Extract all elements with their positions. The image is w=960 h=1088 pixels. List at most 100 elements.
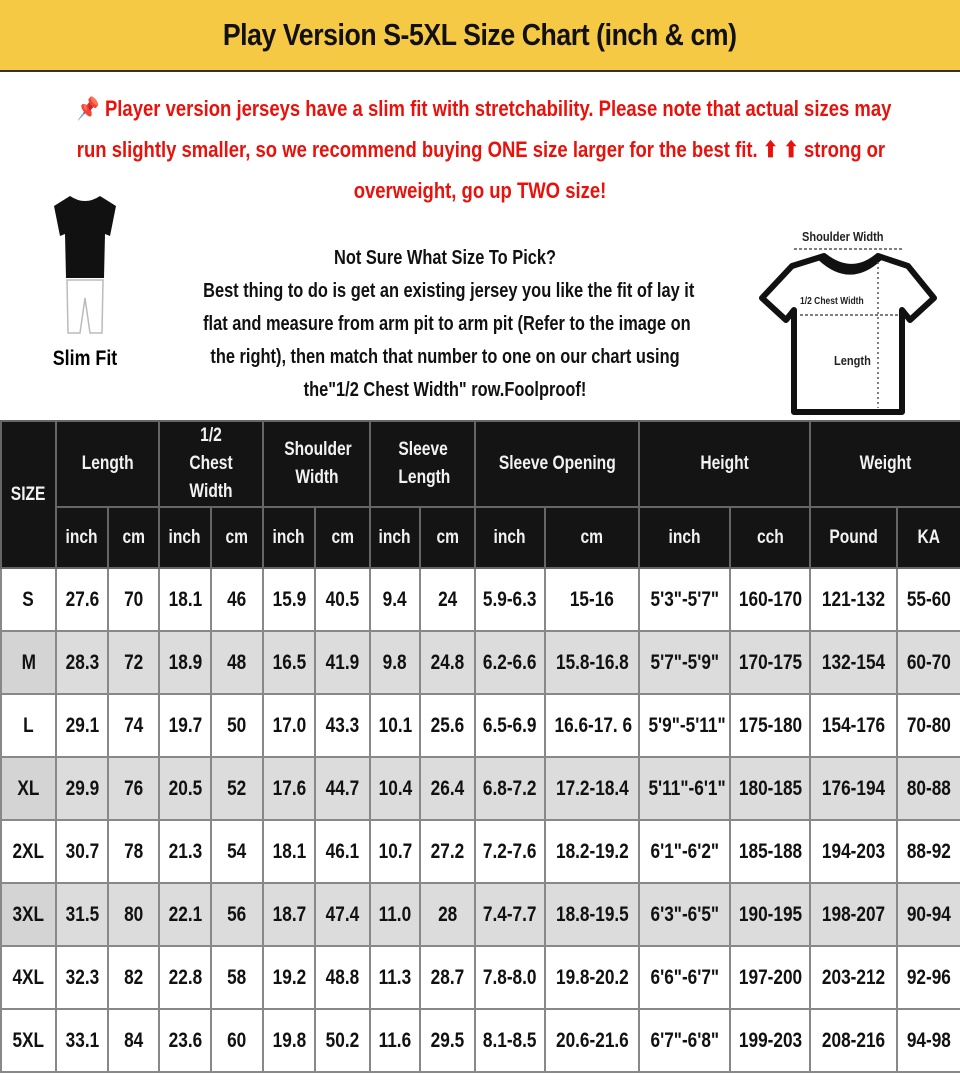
advice-line: Not Sure What Size To Pick? xyxy=(333,247,557,269)
value-cell: 94-98 xyxy=(896,1008,960,1073)
value-cell: 121-132 xyxy=(809,567,899,632)
unit-header: cm xyxy=(544,506,641,569)
value-cell: 197-200 xyxy=(729,945,812,1010)
size-cell: S xyxy=(0,567,57,632)
value-cell: 15.9 xyxy=(262,567,317,632)
notice-line: run slightly smaller, so we recommend bu… xyxy=(76,137,886,162)
value-cell: 33.1 xyxy=(55,1008,109,1073)
value-cell: 7.2-7.6 xyxy=(474,819,547,884)
value-cell: 70 xyxy=(106,567,161,632)
value-cell: 17.0 xyxy=(262,693,317,758)
value-cell: 60-70 xyxy=(896,630,960,695)
value-cell: 17.2-18.4 xyxy=(544,756,641,821)
unit-header: inch xyxy=(262,506,317,569)
group-header-row: SIZE Length 1/2 Chest Width Shoulder Wid… xyxy=(0,420,960,569)
value-cell: 52 xyxy=(210,756,265,821)
value-cell: 80 xyxy=(106,882,161,947)
value-cell: 55-60 xyxy=(896,567,960,632)
value-cell: 19.2 xyxy=(262,945,317,1010)
value-cell: 6'1"-6'2" xyxy=(638,819,732,884)
value-cell: 92-96 xyxy=(896,945,960,1010)
header-shoulder-width: Shoulder Width xyxy=(262,420,372,508)
value-cell: 170-175 xyxy=(729,630,812,695)
size-cell: 3XL xyxy=(0,882,57,947)
value-cell: 16.6-17. 6 xyxy=(544,693,641,758)
value-cell: 6'3"-6'5" xyxy=(638,882,732,947)
chest-width-label: 1/2 Chest Width xyxy=(800,296,864,307)
value-cell: 23.6 xyxy=(158,1008,213,1073)
value-cell: 7.8-8.0 xyxy=(474,945,547,1010)
value-cell: 18.9 xyxy=(158,630,213,695)
table-row: L 29.1 74 19.7 50 17.0 43.3 10.1 25.6 6.5-6.9 16.6… xyxy=(0,693,960,758)
value-cell: 90-94 xyxy=(896,882,960,947)
value-cell: 17.6 xyxy=(262,756,317,821)
value-cell: 41.9 xyxy=(314,630,372,695)
value-cell: 46 xyxy=(210,567,265,632)
value-cell: 60 xyxy=(210,1008,265,1073)
unit-header: cch xyxy=(729,506,812,569)
value-cell: 19.8 xyxy=(262,1008,317,1073)
shoulder-width-label: Shoulder Width xyxy=(802,229,884,244)
unit-header-row: inch cm inch cm inch cm inch cm inch cm inch cch Pou… xyxy=(1,506,960,569)
value-cell: 15-16 xyxy=(544,567,641,632)
value-cell: 18.2-19.2 xyxy=(544,819,641,884)
value-cell: 84 xyxy=(106,1008,161,1073)
value-cell: 199-203 xyxy=(729,1008,812,1073)
value-cell: 5.9-6.3 xyxy=(474,567,547,632)
value-cell: 208-216 xyxy=(809,1008,899,1073)
value-cell: 80-88 xyxy=(896,756,960,821)
value-cell: 9.4 xyxy=(369,567,422,632)
notice-line: overweight, go up TWO size! xyxy=(353,178,607,203)
value-cell: 7.4-7.7 xyxy=(474,882,547,947)
value-cell: 10.7 xyxy=(369,819,422,884)
value-cell: 43.3 xyxy=(314,693,372,758)
value-cell: 54 xyxy=(210,819,265,884)
value-cell: 5'11"-6'1" xyxy=(638,756,732,821)
measurement-diagram: Shoulder Width 1/2 Chest Width Length xyxy=(752,226,960,416)
value-cell: 18.7 xyxy=(262,882,317,947)
table-row: 4XL 32.3 82 22.8 58 19.2 48.8 11.3 28.7 7.8-8.0 19… xyxy=(0,945,960,1010)
slim-fit-label: Slim Fit xyxy=(52,347,118,370)
value-cell: 44.7 xyxy=(314,756,372,821)
value-cell: 32.3 xyxy=(55,945,109,1010)
value-cell: 5'7"-5'9" xyxy=(638,630,732,695)
length-label: Length xyxy=(834,353,871,368)
value-cell: 48 xyxy=(210,630,265,695)
value-cell: 132-154 xyxy=(809,630,899,695)
unit-header: Pound xyxy=(809,506,899,569)
value-cell: 29.9 xyxy=(55,756,109,821)
size-rows: S 27.6 70 18.1 46 15.9 40.5 9.4 24 5.9-6.3 15-16 5'… xyxy=(0,567,960,1073)
table-row: XL 29.9 76 20.5 52 17.6 44.7 10.4 26.4 6.8-7.2 17.… xyxy=(0,756,960,821)
page-title: Play Version S-5XL Size Chart (inch & cm… xyxy=(223,17,737,52)
value-cell: 194-203 xyxy=(809,819,899,884)
value-cell: 6.2-6.6 xyxy=(474,630,547,695)
value-cell: 154-176 xyxy=(809,693,899,758)
value-cell: 5'9"-5'11" xyxy=(638,693,732,758)
value-cell: 18.8-19.5 xyxy=(544,882,641,947)
value-cell: 74 xyxy=(106,693,161,758)
unit-header: cm xyxy=(314,506,372,569)
value-cell: 29.1 xyxy=(55,693,109,758)
advice-line: the right), then match that number to on… xyxy=(210,346,680,368)
header-height: Height xyxy=(638,420,812,508)
value-cell: 50.2 xyxy=(314,1008,372,1073)
value-cell: 82 xyxy=(106,945,161,1010)
value-cell: 10.4 xyxy=(369,756,422,821)
unit-header: inch xyxy=(638,506,732,569)
value-cell: 56 xyxy=(210,882,265,947)
value-cell: 8.1-8.5 xyxy=(474,1008,547,1073)
value-cell: 40.5 xyxy=(314,567,372,632)
value-cell: 176-194 xyxy=(809,756,899,821)
value-cell: 10.1 xyxy=(369,693,422,758)
value-cell: 11.3 xyxy=(369,945,422,1010)
table-row: 5XL 33.1 84 23.6 60 19.8 50.2 11.6 29.5 8.1-8.5 20… xyxy=(0,1008,960,1073)
unit-header: cm xyxy=(106,506,161,569)
value-cell: 6'6"-6'7" xyxy=(638,945,732,1010)
table-row: S 27.6 70 18.1 46 15.9 40.5 9.4 24 5.9-6.3 15-16 5'… xyxy=(0,567,960,632)
fit-notice: 📌 Player version jerseys have a slim fit… xyxy=(0,88,960,211)
size-cell: 2XL xyxy=(0,819,57,884)
value-cell: 18.1 xyxy=(158,567,213,632)
value-cell: 180-185 xyxy=(729,756,812,821)
size-cell: L xyxy=(0,693,57,758)
header-sleeve-opening: Sleeve Opening xyxy=(474,420,641,508)
